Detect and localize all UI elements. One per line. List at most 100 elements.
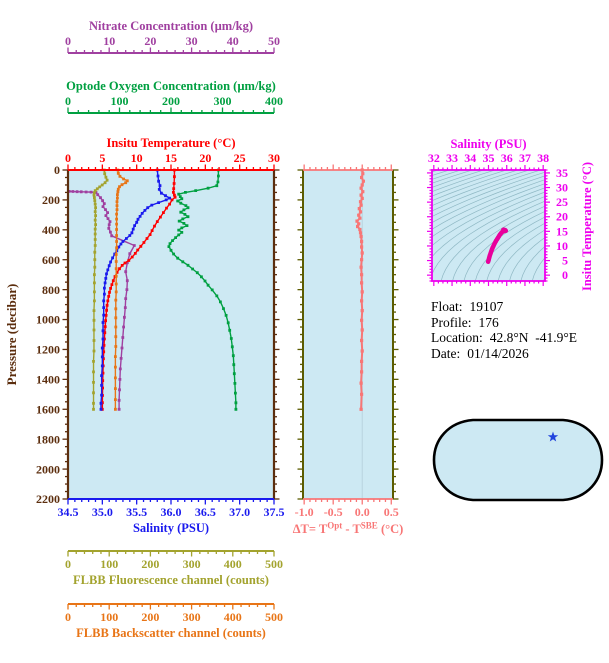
pressure-tick-label: 800 bbox=[42, 283, 60, 297]
float-id-line: Float: 19107 bbox=[431, 299, 577, 315]
fluorescence-tick-label: 500 bbox=[265, 557, 283, 571]
salinity-tick-label: 37.0 bbox=[229, 505, 250, 519]
salinity-tick-label: 35.5 bbox=[126, 505, 147, 519]
ts-salinity-tick-label: 38 bbox=[537, 151, 549, 165]
delta-t-tick-label: -1.0 bbox=[295, 505, 314, 519]
nitrate-tick-label: 30 bbox=[186, 34, 198, 48]
ts-temperature-tick-label: 5 bbox=[562, 254, 568, 268]
temperature-tick-label: 10 bbox=[131, 151, 143, 165]
nitrate-tick-label: 40 bbox=[227, 34, 239, 48]
fluorescence-tick-label: 200 bbox=[141, 557, 159, 571]
profile-value: 176 bbox=[478, 314, 499, 330]
fluorescence-tick-label: 100 bbox=[100, 557, 118, 571]
series-ts-curve bbox=[485, 227, 509, 264]
series-delta-t bbox=[355, 168, 365, 411]
oxygen-tick-label: 0 bbox=[65, 94, 71, 108]
float-info: Float: 19107 Profile: 176 Location: 42.8°N … bbox=[431, 299, 577, 361]
density-contours bbox=[432, 170, 545, 281]
delta-t-tick-label: -0.5 bbox=[324, 505, 343, 519]
date-label: Date: bbox=[431, 345, 461, 361]
pressure-tick-label: 1600 bbox=[36, 402, 60, 416]
pressure-tick-label: 1800 bbox=[36, 432, 60, 446]
backscatter-tick-label: 300 bbox=[183, 610, 201, 624]
fluorescence-tick-label: 400 bbox=[224, 557, 242, 571]
pressure-tick-label: 2000 bbox=[36, 462, 60, 476]
fluorescence-axis-title: FLBB Fluorescence channel (counts) bbox=[73, 573, 269, 587]
ts-temperature-tick-label: 20 bbox=[556, 210, 568, 224]
nitrate-tick-label: 50 bbox=[268, 34, 280, 48]
salinity-tick-label: 37.5 bbox=[264, 505, 285, 519]
ts-temperature-tick-label: 10 bbox=[556, 239, 568, 253]
salinity-tick-label: 36.0 bbox=[161, 505, 182, 519]
pressure-axis: 0 200 400 600 800 1000 1200 1400 1600 1800 2000 220… bbox=[4, 163, 280, 506]
axis-backscatter: 0 100 200 300 400 500 FLBB Backscatter channel… bbox=[65, 603, 283, 640]
delta-t-tick-label: 0.0 bbox=[355, 505, 370, 519]
salinity-tick-label: 34.5 bbox=[58, 505, 79, 519]
delta-t-panel: -1.0 -0.5 0.0 0.5 ΔT= TOpt - TSBE (°C) bbox=[293, 164, 404, 537]
ts-temperature-axis-title: Insitu Temperature (°C) bbox=[580, 162, 594, 291]
axis-fluorescence: 0 100 200 300 400 500 FLBB Fluorescence channe… bbox=[65, 550, 283, 587]
pressure-tick-label: 1400 bbox=[36, 373, 60, 387]
ts-salinity-tick-label: 33 bbox=[446, 151, 458, 165]
axis-temperature: 0 5 10 15 20 25 30 Insitu Temperature (°C) bbox=[65, 136, 280, 171]
location-line: Location: 42.8°N -41.9°E bbox=[431, 330, 577, 346]
pressure-tick-label: 2200 bbox=[36, 492, 60, 506]
ts-temperature-tick-label: 0 bbox=[562, 268, 568, 282]
profile-label: Profile: bbox=[431, 314, 472, 330]
backscatter-axis-title: FLBB Backscatter channel (counts) bbox=[76, 626, 266, 640]
backscatter-tick-label: 500 bbox=[265, 610, 283, 624]
delta-t-tick-label: 0.5 bbox=[384, 505, 399, 519]
backscatter-tick-label: 0 bbox=[65, 610, 71, 624]
main-profile-panel: 0200400600800100012001400160018002000220… bbox=[4, 19, 285, 640]
ts-temperature-tick-label: 35 bbox=[556, 166, 568, 180]
ts-salinity-tick-label: 35 bbox=[483, 151, 495, 165]
oxygen-axis-title: Optode Oxygen Concentration (µm/kg) bbox=[66, 79, 276, 93]
ts-temperature-tick-label: 15 bbox=[556, 224, 568, 238]
temperature-tick-label: 20 bbox=[199, 151, 211, 165]
map-ocean bbox=[434, 420, 602, 500]
ts-salinity-tick-label: 37 bbox=[519, 151, 531, 165]
pressure-tick-label: 0 bbox=[54, 163, 60, 177]
salinity-tick-label: 36.5 bbox=[195, 505, 216, 519]
series-backscatter bbox=[114, 168, 129, 411]
pressure-tick-label: 400 bbox=[42, 223, 60, 237]
salinity-tick-label: 35.0 bbox=[92, 505, 113, 519]
profile-line: Profile: 176 bbox=[431, 315, 577, 331]
oxygen-tick-label: 200 bbox=[162, 94, 180, 108]
temperature-tick-label: 0 bbox=[65, 151, 71, 165]
location-value: 42.8°N -41.9°E bbox=[489, 330, 578, 345]
fluorescence-tick-label: 300 bbox=[183, 557, 201, 571]
delta-t-plot-area bbox=[303, 170, 393, 499]
date-value: 01/14/2026 bbox=[467, 345, 529, 361]
nitrate-tick-label: 0 bbox=[65, 34, 71, 48]
ts-temperature-tick-label: 25 bbox=[556, 195, 568, 209]
date-line: Date: 01/14/2026 bbox=[431, 346, 577, 362]
pressure-tick-label: 600 bbox=[42, 253, 60, 267]
series-temperature bbox=[100, 168, 177, 411]
series-nitrate bbox=[67, 190, 136, 411]
ts-salinity-tick-label: 34 bbox=[464, 151, 476, 165]
ts-salinity-tick-label: 36 bbox=[501, 151, 513, 165]
backscatter-tick-label: 400 bbox=[224, 610, 242, 624]
pressure-tick-label: 200 bbox=[42, 193, 60, 207]
delta-t-axis-title: ΔT= TOpt - TSBE (°C) bbox=[293, 521, 404, 537]
float-value: 19107 bbox=[469, 299, 504, 314]
backscatter-tick-label: 200 bbox=[141, 610, 159, 624]
ts-temperature-tick-label: 30 bbox=[556, 181, 568, 195]
ts-salinity-axis-title: Salinity (PSU) bbox=[450, 137, 526, 151]
series-oxygen bbox=[167, 168, 238, 411]
map-outline bbox=[432, 418, 604, 502]
temperature-tick-label: 25 bbox=[234, 151, 246, 165]
pressure-tick-label: 1200 bbox=[36, 343, 60, 357]
pressure-axis-title: Pressure (decibar) bbox=[4, 284, 19, 386]
ts-salinity-tick-label: 32 bbox=[428, 151, 440, 165]
nitrate-tick-label: 10 bbox=[103, 34, 115, 48]
temperature-axis-title: Insitu Temperature (°C) bbox=[106, 136, 235, 150]
float-label: Float: bbox=[431, 299, 463, 314]
location-label: Location: bbox=[431, 330, 483, 345]
world-map bbox=[432, 418, 604, 502]
